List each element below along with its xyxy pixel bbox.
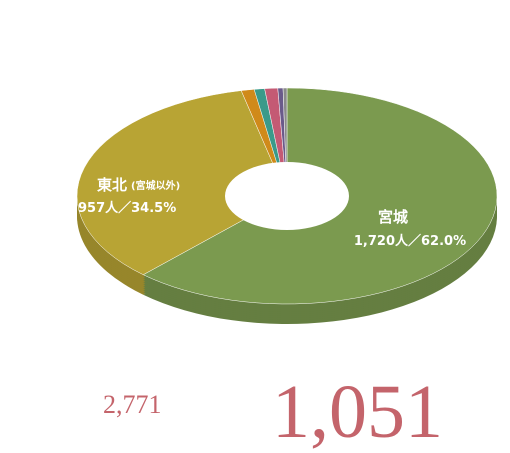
total: 1,051: [272, 370, 443, 449]
hole: [225, 162, 349, 230]
annotation: (宮城以外): [131, 179, 180, 192]
slice-label: 東北: [97, 176, 127, 194]
slice-label: 宮城: [378, 208, 408, 226]
slices: [76, 87, 498, 324]
slice: [76, 90, 288, 276]
value-label: 957人／34.5%: [78, 200, 176, 216]
total: 2,771: [103, 390, 162, 419]
value-label: 1,720人／62.0%: [354, 233, 466, 249]
